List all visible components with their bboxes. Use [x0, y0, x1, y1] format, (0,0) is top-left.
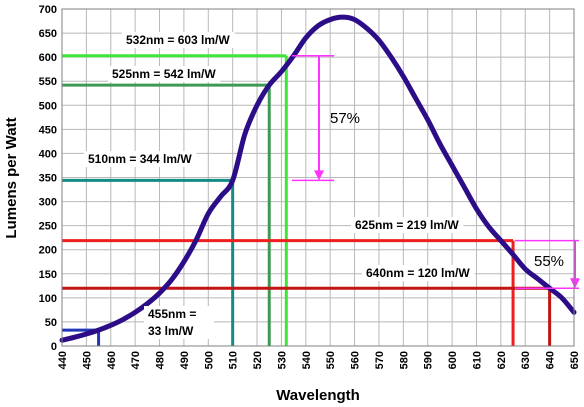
- x-tick-label: 540: [301, 351, 313, 369]
- y-axis-label: Lumens per Watt: [3, 117, 20, 238]
- x-tick-label: 620: [496, 351, 508, 369]
- marker-label-bg: [351, 217, 464, 233]
- x-tick-label: 500: [203, 351, 215, 369]
- x-tick-label: 560: [350, 351, 362, 369]
- marker-labels: 455nm = 33 lm/W 510nm = 344 lm/W 525nm = 54…: [84, 32, 475, 339]
- marker-label-bg: [84, 151, 197, 167]
- y-tick-label: 350: [39, 173, 57, 185]
- x-tick-label: 520: [252, 351, 264, 369]
- pct-label: 57%: [330, 110, 360, 127]
- x-axis-label: Wavelength: [276, 387, 360, 404]
- x-tick-label: 460: [106, 351, 118, 369]
- marker-label-bg: [144, 306, 214, 339]
- x-tick-label: 510: [228, 351, 240, 369]
- x-tick-label: 640: [545, 351, 557, 369]
- y-tick-label: 700: [39, 4, 57, 16]
- marker-label-bg: [362, 265, 475, 281]
- marker-label: 625nm = 219 lm/W: [355, 218, 459, 232]
- y-tick-label: 500: [39, 100, 57, 112]
- y-tick-label: 550: [39, 76, 57, 88]
- marker-label: 510nm = 344 lm/W: [88, 152, 192, 166]
- marker-label-bg: [108, 66, 221, 82]
- x-tick-labels: 440 450 460 470 480 490 500 510 520 530 540 550 560 5…: [57, 351, 581, 369]
- marker-label-bg: [122, 32, 235, 48]
- x-tick-label: 530: [276, 351, 288, 369]
- x-tick-label: 610: [471, 351, 483, 369]
- y-tick-label: 150: [39, 269, 57, 281]
- x-tick-label: 490: [179, 351, 191, 369]
- x-tick-label: 470: [130, 351, 142, 369]
- y-tick-label: 100: [39, 293, 57, 305]
- y-tick-label: 450: [39, 124, 57, 136]
- y-tick-label: 300: [39, 197, 57, 209]
- y-tick-label: 400: [39, 148, 57, 160]
- x-tick-label: 650: [569, 351, 581, 369]
- pct-arrow-head: [570, 278, 580, 289]
- x-tick-label: 580: [398, 351, 410, 369]
- x-tick-label: 600: [447, 351, 459, 369]
- marker-label-line2: 33 lm/W: [148, 324, 194, 338]
- y-tick-label: 600: [39, 52, 57, 64]
- y-tick-label: 0: [51, 341, 57, 353]
- marker-label: 640nm = 120 lm/W: [366, 266, 470, 280]
- marker-label: 455nm =: [148, 307, 196, 321]
- curve-layer: [59, 14, 577, 343]
- y-tick-label: 200: [39, 245, 57, 257]
- x-tick-label: 630: [520, 351, 532, 369]
- y-tick-label: 50: [45, 317, 57, 329]
- y-tick-label: 250: [39, 221, 57, 233]
- y-tick-label: 650: [39, 28, 57, 40]
- annotation-layer: 57% 55%: [292, 54, 580, 289]
- y-tick-labels: 0 50 100 150 200 250 300 350 400 450 500 550 600 650 7…: [39, 4, 57, 353]
- pct-label: 55%: [534, 253, 564, 270]
- x-tick-label: 550: [325, 351, 337, 369]
- marker-label: 532nm = 603 lm/W: [126, 33, 230, 47]
- lumens-curve: [59, 14, 577, 343]
- x-tick-label: 450: [81, 351, 93, 369]
- pct-arrow-head: [314, 170, 324, 181]
- x-tick-label: 570: [374, 351, 386, 369]
- plot-border: [61, 8, 575, 347]
- x-tick-label: 440: [57, 351, 69, 369]
- x-tick-label: 590: [423, 351, 435, 369]
- x-tick-label: 480: [155, 351, 167, 369]
- marker-label: 525nm = 542 lm/W: [112, 67, 216, 81]
